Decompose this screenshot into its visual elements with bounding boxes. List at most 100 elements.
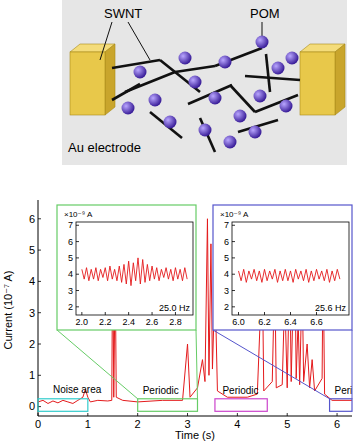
y-axis	[38, 200, 39, 416]
nanotube	[175, 66, 215, 72]
y-tick-label: 3	[68, 286, 73, 296]
schematic: SWNTPOMAu electrode	[62, 0, 347, 165]
x-tick-label: 2	[135, 418, 141, 430]
x-tick-label: 2.0	[76, 317, 89, 327]
y-tick-label: 4	[68, 269, 73, 279]
polyoxometalate	[280, 100, 293, 113]
y-tick	[232, 257, 235, 258]
region-label: Periodic	[143, 385, 179, 396]
y-tick-label: 7	[68, 220, 73, 230]
label: POM	[250, 6, 280, 21]
nanotube	[150, 112, 182, 138]
inset-frame	[213, 205, 352, 330]
unit-label: ×10⁻⁹ A	[64, 210, 93, 219]
polyoxometalate	[164, 116, 177, 129]
x-tick-label: 6.0	[232, 317, 245, 327]
nanotube	[112, 60, 160, 68]
connector	[213, 330, 330, 399]
polyoxometalate	[134, 66, 147, 79]
trace	[239, 269, 340, 282]
polyoxometalate	[209, 92, 222, 105]
nanotube	[266, 54, 270, 92]
y-tick-label: 2	[68, 302, 73, 312]
electrode-front	[300, 52, 335, 115]
region-box	[38, 399, 88, 412]
x-tick-label: 4	[234, 418, 240, 430]
nanotube	[245, 76, 300, 80]
pointer	[100, 22, 112, 60]
electrode	[300, 44, 345, 115]
x-tick	[290, 312, 291, 315]
polyoxometalate	[272, 62, 285, 75]
y-tick	[232, 274, 235, 275]
polyoxometalate	[149, 94, 162, 107]
y-tick-label: 2	[224, 302, 229, 312]
x-tick	[264, 312, 265, 315]
label: SWNT	[104, 6, 142, 21]
region-label: Periodic	[222, 385, 258, 396]
x-tick-label: 1	[85, 418, 91, 430]
y-tick-label: 5	[29, 244, 35, 256]
y-tick	[76, 257, 79, 258]
trace	[82, 258, 187, 286]
y-axis-label: Current (10⁻⁷ A)	[2, 271, 14, 350]
inset-frame	[57, 205, 196, 330]
x-tick-label: 6	[334, 418, 340, 430]
frequency-label: 25.0 Hz	[159, 303, 191, 313]
y-tick-label: 3	[224, 286, 229, 296]
y-tick-label: 7	[224, 220, 229, 230]
region-box	[330, 399, 352, 412]
x-tick	[238, 312, 239, 315]
nanotube	[230, 85, 255, 112]
x-tick-label: 6.2	[258, 317, 271, 327]
region-box	[215, 399, 267, 412]
polyoxometalate	[286, 52, 299, 65]
y-tick-label: 6	[68, 237, 73, 247]
y-tick-label: 0	[29, 400, 35, 412]
frequency-label: 25.6 Hz	[315, 303, 347, 313]
electrode-side	[105, 44, 115, 115]
x-tick-label: 6.6	[310, 317, 323, 327]
polyoxometalate	[179, 52, 192, 65]
x-tick-label: 6.4	[284, 317, 297, 327]
unit-label: ×10⁻⁹ A	[220, 210, 249, 219]
y-tick	[76, 274, 79, 275]
y-tick	[76, 241, 79, 242]
electrode	[70, 44, 115, 115]
x-tick-label: 2.4	[122, 317, 135, 327]
x-tick	[105, 312, 106, 315]
inset-chart: 2345676.06.26.46.6×10⁻⁹ A25.6 Hz	[213, 205, 352, 330]
y-tick	[76, 225, 79, 226]
main-chart: 01234560123456Time (s)Current (10⁻⁷ A)No…	[2, 200, 352, 441]
polyoxometalate	[256, 36, 269, 49]
region-box	[138, 399, 198, 412]
y-tick-label: 6	[224, 237, 229, 247]
electrode-side	[335, 44, 345, 115]
y-tick-label: 2	[29, 338, 35, 350]
x-tick-label: 2.2	[99, 317, 112, 327]
y-tick-label: 3	[29, 307, 35, 319]
plot-frame	[76, 222, 193, 315]
polyoxometalate	[249, 126, 262, 139]
y-tick-label: 4	[29, 275, 35, 287]
y-tick	[232, 225, 235, 226]
y-tick	[232, 241, 235, 242]
connector	[196, 330, 197, 399]
y-tick-label: 5	[224, 253, 229, 263]
y-tick-label: 6	[29, 213, 35, 225]
schematic-background	[62, 0, 347, 165]
data-group	[82, 258, 187, 286]
polyoxometalate	[199, 124, 212, 137]
connector	[352, 330, 353, 399]
electrode-front	[70, 52, 105, 115]
region-label: Peri	[335, 385, 353, 396]
polyoxometalate	[224, 136, 237, 149]
polyoxometalate	[189, 76, 202, 89]
polyoxometalate	[122, 102, 135, 115]
nanotube	[112, 84, 140, 100]
y-tick	[76, 306, 79, 307]
x-tick	[152, 312, 153, 315]
x-axis-label: Time (s)	[175, 429, 215, 441]
connector	[57, 330, 138, 399]
x-tick	[81, 312, 82, 315]
